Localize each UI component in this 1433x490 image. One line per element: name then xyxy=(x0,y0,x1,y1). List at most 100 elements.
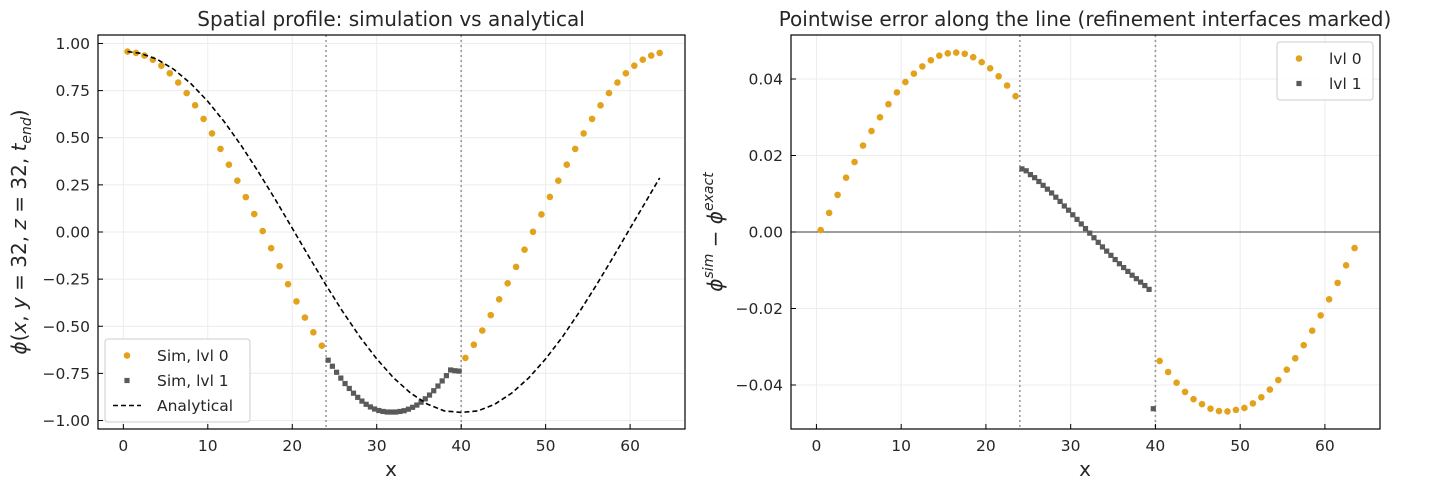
left-sim-lvl-0-point xyxy=(478,327,486,334)
left-sim-lvl-0-point xyxy=(259,227,266,235)
right-x-tick-label: 50 xyxy=(1230,437,1250,455)
right-lvl-1-point xyxy=(1078,221,1084,227)
right-y-tick-label: −0.04 xyxy=(736,377,784,395)
left-sim-lvl-1-point xyxy=(393,409,399,415)
left-sim-lvl-0-point xyxy=(495,296,503,303)
left-legend-marker xyxy=(124,377,130,384)
left-sim-lvl-0-point xyxy=(301,314,309,321)
left-sim-lvl-0-point xyxy=(504,279,511,287)
left-analytical-line xyxy=(127,50,661,414)
left-sim-lvl-0-point xyxy=(183,89,190,97)
left-sim-lvl-0-point xyxy=(580,130,587,137)
left-sim-lvl-1-point xyxy=(372,406,378,412)
left-sim-lvl-0-point xyxy=(647,52,655,59)
left-sim-lvl-1-point xyxy=(338,375,344,381)
left-sim-lvl-1-point xyxy=(355,394,361,400)
left-sim-lvl-0-point xyxy=(563,161,571,168)
left-y-tick-label: 0.75 xyxy=(55,82,90,100)
left-sim-lvl-0-point xyxy=(284,280,292,288)
right-lvl-1-point xyxy=(1108,252,1114,258)
left-sim-lvl-1-point xyxy=(384,409,390,415)
right-y-tick-label: −0.02 xyxy=(736,300,784,318)
left-sim-lvl-0-point xyxy=(588,115,596,123)
left-sim-lvl-1-point xyxy=(397,408,403,415)
left-sim-lvl-0-point xyxy=(614,79,621,86)
right-legend-marker xyxy=(1296,80,1302,87)
left-legend: Sim, lvl 0 Sim, lvl 1 Analytical xyxy=(104,338,251,423)
left-x-tick-label: 50 xyxy=(536,437,556,455)
left-sim-lvl-1-point xyxy=(376,407,382,414)
right-lvl-1-point xyxy=(1133,276,1139,282)
left-sim-lvl-0-point xyxy=(191,102,199,109)
right-lvl-1-point xyxy=(1044,186,1050,192)
right-lvl-0-point xyxy=(868,127,875,135)
right-lvl-0-point xyxy=(1207,405,1214,413)
right-lvl-1-point xyxy=(1053,194,1059,200)
right-lvl-1-point xyxy=(1095,239,1101,245)
right-plot-frame xyxy=(790,34,1381,430)
right-x-tick-label: 0 xyxy=(811,437,821,455)
right-lvl-1-point xyxy=(1116,261,1122,267)
right-lvl-0-point xyxy=(1275,376,1282,384)
left-y-tick-label: 1.00 xyxy=(55,35,90,53)
left-x-tick-label: 30 xyxy=(367,437,387,455)
left-y-tick-label: 0.25 xyxy=(55,176,90,194)
right-x-tick-label: 40 xyxy=(1146,437,1166,455)
right-lvl-1-point xyxy=(1082,225,1089,232)
left-sim-lvl-0-point xyxy=(276,262,283,270)
left-sim-lvl-1-point xyxy=(388,409,395,415)
right-ticks: 0 10 20 30 40 50 60 0.04 0.02 0.00 −0.02 −0.04 xyxy=(736,70,1335,455)
left-sim-lvl-1-point xyxy=(431,388,437,394)
right-lvl-0-point xyxy=(1173,379,1180,387)
right-lvl-0-point xyxy=(1351,244,1358,252)
left-sim-lvl-1-point xyxy=(422,396,428,402)
right-lvl-0-point xyxy=(834,191,841,199)
left-sim-lvl-0-point xyxy=(521,246,528,254)
left-sim-lvl-1-point xyxy=(414,402,420,408)
right-lvl-0-point xyxy=(893,89,901,96)
right-lvl-1-point xyxy=(1137,279,1144,285)
right-lvl-1-point xyxy=(1099,244,1106,250)
left-legend-marker xyxy=(123,352,131,359)
left-sim-lvl-0-point xyxy=(208,130,216,137)
left-sim-lvl-0-point xyxy=(267,244,275,252)
right-lvl-0-point xyxy=(1224,408,1231,415)
left-y-tick-label: −0.50 xyxy=(43,318,91,336)
right-y-tick-label: 0.04 xyxy=(748,70,783,88)
right-lvl-0-point xyxy=(927,56,935,64)
left-sim-lvl-1-point xyxy=(350,390,357,396)
left-sim-lvl-0-point xyxy=(622,69,630,77)
left-sim-lvl-1-point xyxy=(443,373,449,379)
right-lvl-0-point xyxy=(1342,261,1350,269)
left-sim-lvl-1-point xyxy=(380,408,386,415)
right-x-tick-label: 60 xyxy=(1315,437,1335,455)
right-lvl-0-point xyxy=(1164,368,1172,376)
left-sim-lvl-1-point xyxy=(334,369,340,375)
left-sim-lvl-0-point xyxy=(166,69,174,77)
pointwise-error-panel: Pointwise error along the line (refineme… xyxy=(701,7,1391,481)
right-x-tick-label: 30 xyxy=(1061,437,1081,455)
right-lvl-0-point xyxy=(936,52,943,59)
left-y-tick-label: −1.00 xyxy=(43,412,91,430)
right-lvl-0-point xyxy=(1325,296,1333,303)
left-sim-lvl-0-point xyxy=(462,354,469,362)
left-sim-lvl-0-point xyxy=(158,62,165,70)
right-y-tick-label: 0.02 xyxy=(748,147,783,165)
left-legend-label: Analytical xyxy=(157,397,233,415)
right-lvl-1-point xyxy=(1049,190,1055,196)
left-sim-lvl-0-point xyxy=(571,145,579,153)
left-sim-lvl-0-point xyxy=(538,211,545,218)
left-sim-lvl-1-point xyxy=(401,408,407,414)
right-lvl-0-point xyxy=(1198,400,1206,408)
right-lvl-1-point xyxy=(1036,178,1042,185)
right-lvl-1-point xyxy=(1112,256,1118,263)
left-sim-lvl-1-point xyxy=(426,392,433,398)
left-x-axis-label: x xyxy=(385,457,397,481)
right-lvl-1-point xyxy=(1070,212,1076,218)
left-sim-lvl-0-point xyxy=(529,228,537,236)
left-sim-lvl-0-point xyxy=(318,342,326,349)
right-lvl-1-point xyxy=(1032,175,1038,181)
right-legend-label: lvl 1 xyxy=(1329,75,1362,93)
right-lvl-0-point xyxy=(1156,357,1163,365)
